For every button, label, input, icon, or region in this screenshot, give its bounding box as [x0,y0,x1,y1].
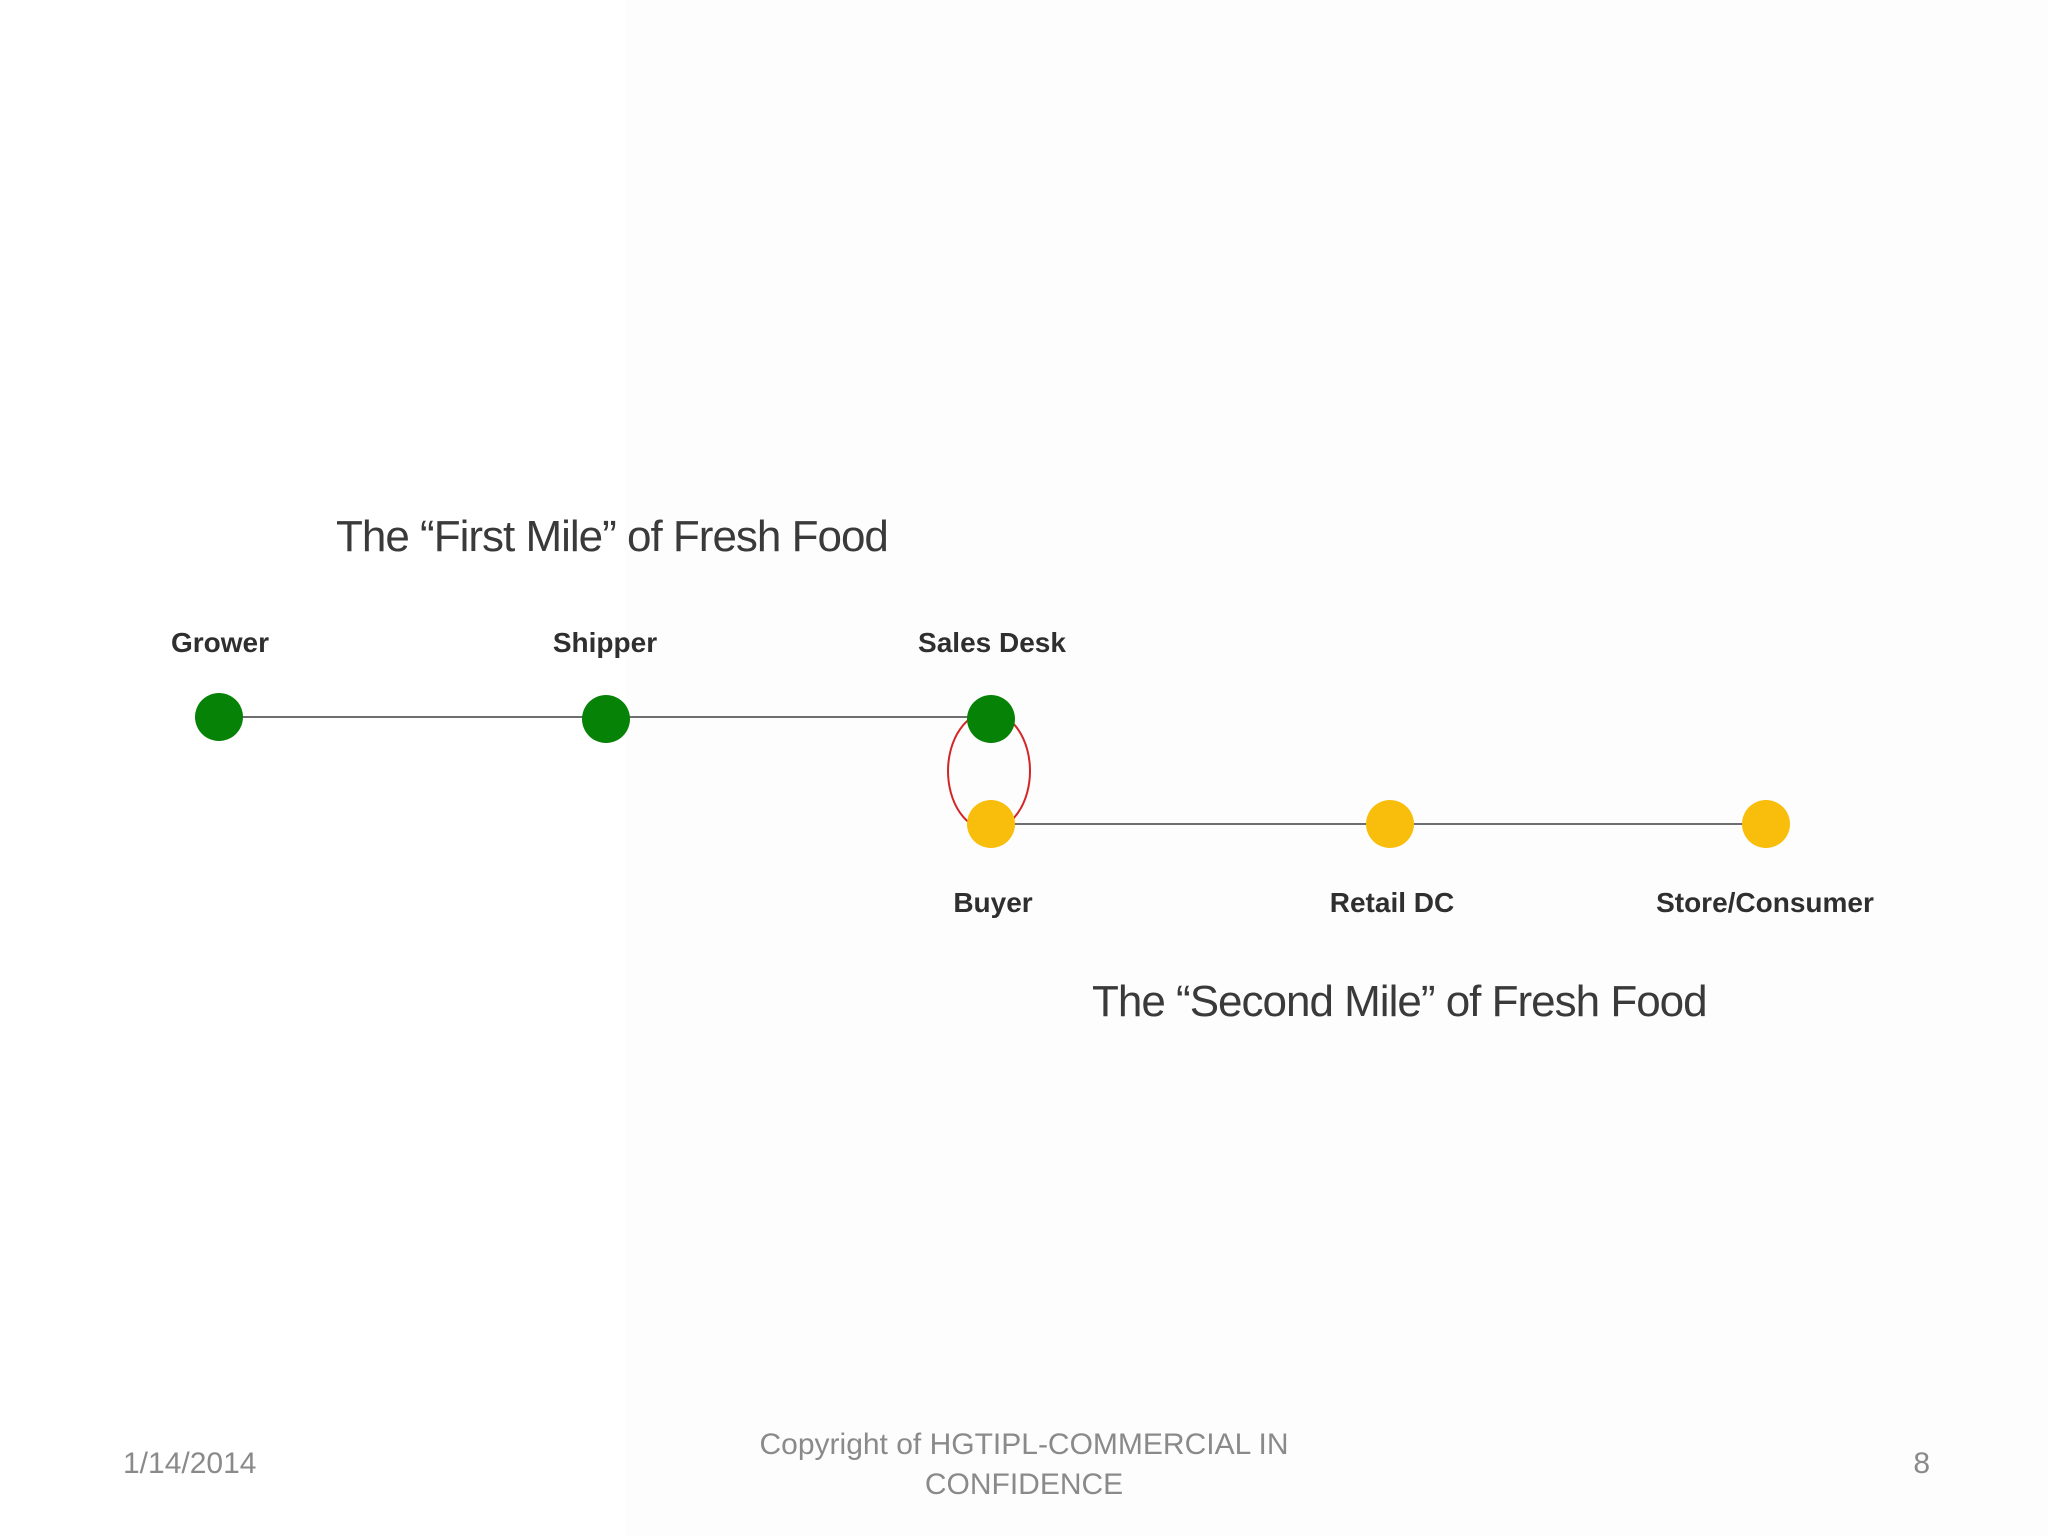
diagram-background [625,0,2048,1536]
footer-copyright-line-1: Copyright of HGTIPL-COMMERCIAL IN [759,1428,1289,1461]
grower-node [195,693,243,741]
sales-desk-label: Sales Desk [918,627,1066,658]
footer-date: 1/14/2014 [123,1447,257,1480]
shipper-label: Shipper [553,627,657,658]
grower-label: Grower [171,627,269,658]
shipper-node [582,695,630,743]
page-number: 8 [1913,1447,1930,1480]
store-consumer-node [1742,800,1790,848]
retail-dc-node [1366,800,1414,848]
retail-dc-label: Retail DC [1330,887,1454,918]
second-mile-title: The “Second Mile” of Fresh Food [1092,977,1707,1026]
footer-copyright: Copyright of HGTIPL-COMMERCIAL IN CONFID… [724,1425,1324,1505]
buyer-node [967,800,1015,848]
buyer-label: Buyer [953,887,1032,918]
first-mile-title: The “First Mile” of Fresh Food [336,512,888,561]
sales-desk-node [967,695,1015,743]
store-consumer-label: Store/Consumer [1656,887,1874,918]
footer-copyright-line-2: CONFIDENCE [924,1468,1124,1501]
